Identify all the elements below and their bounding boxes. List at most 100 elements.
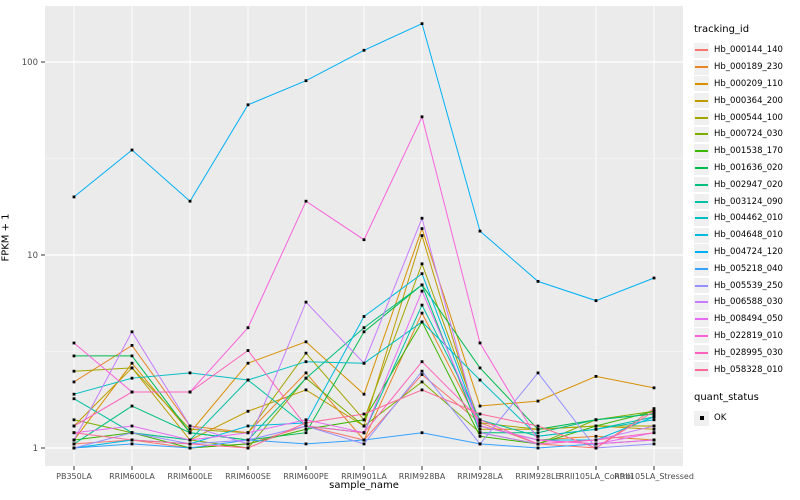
data-point bbox=[72, 442, 76, 446]
legend-title-tracking-id: tracking_id bbox=[694, 24, 750, 35]
legend-key-line bbox=[694, 177, 709, 193]
y-tick-label: 10 bbox=[27, 251, 38, 261]
legend-entry: Hb_005218_040 bbox=[694, 260, 800, 277]
legend-key-line bbox=[694, 294, 709, 310]
legend-key-line bbox=[694, 345, 709, 361]
data-point bbox=[130, 376, 134, 380]
legend-key-line bbox=[694, 311, 709, 327]
legend-entries: Hb_000144_140 Hb_000189_230 Hb_000209_110 H… bbox=[694, 42, 800, 378]
legend-key-line bbox=[694, 278, 709, 294]
data-point bbox=[420, 289, 424, 293]
data-point bbox=[72, 354, 76, 358]
data-point bbox=[478, 427, 482, 431]
data-point bbox=[594, 418, 598, 422]
data-point bbox=[478, 434, 482, 438]
data-point bbox=[362, 238, 366, 242]
data-point bbox=[304, 300, 308, 304]
legend-entry-label: Hb_004724_120 bbox=[714, 246, 783, 257]
data-point bbox=[478, 412, 482, 416]
data-point bbox=[652, 438, 656, 442]
data-point bbox=[362, 438, 366, 442]
legend-quant-status: quant_status OK bbox=[694, 392, 800, 427]
legend-key-line bbox=[694, 42, 709, 58]
data-point bbox=[478, 378, 482, 382]
x-tick-label: RRIM600PE bbox=[283, 472, 329, 481]
legend-key-line bbox=[694, 362, 709, 378]
data-point bbox=[362, 442, 366, 446]
data-point bbox=[72, 431, 76, 435]
data-point bbox=[478, 404, 482, 408]
data-point bbox=[362, 418, 366, 422]
line-swatch-icon bbox=[695, 82, 708, 85]
data-point bbox=[130, 354, 134, 358]
data-point bbox=[188, 427, 192, 431]
data-point bbox=[536, 442, 540, 446]
data-point bbox=[246, 378, 250, 382]
legend-entry: Hb_001636_020 bbox=[694, 160, 800, 177]
legend-entry-label: Hb_022819_010 bbox=[714, 330, 783, 341]
data-point bbox=[188, 438, 192, 442]
line-swatch-icon bbox=[695, 334, 708, 337]
data-point bbox=[72, 195, 76, 199]
legend-entry: Hb_000209_110 bbox=[694, 76, 800, 93]
line-swatch-icon bbox=[695, 234, 708, 237]
data-point bbox=[362, 48, 366, 52]
y-tick-label: 1 bbox=[33, 444, 38, 454]
data-point bbox=[72, 341, 76, 345]
legend-entry: Hb_028995_030 bbox=[694, 344, 800, 361]
data-point bbox=[72, 392, 76, 396]
line-swatch-icon bbox=[695, 318, 708, 321]
data-point bbox=[304, 351, 308, 355]
legend-entry-label: Hb_005218_040 bbox=[714, 263, 783, 274]
data-point bbox=[362, 412, 366, 416]
x-tick-label: RRIM928BA bbox=[399, 472, 446, 481]
data-point bbox=[478, 366, 482, 370]
legend-entry-label: Hb_001538_170 bbox=[714, 146, 783, 157]
data-point bbox=[188, 371, 192, 375]
line-swatch-icon bbox=[695, 116, 708, 119]
data-point bbox=[304, 376, 308, 380]
line-swatch-icon bbox=[695, 267, 708, 270]
data-point bbox=[536, 438, 540, 442]
legend-entry-label: Hb_008494_050 bbox=[714, 314, 783, 325]
data-point bbox=[188, 199, 192, 203]
data-point bbox=[130, 438, 134, 442]
data-point bbox=[304, 427, 308, 431]
data-point bbox=[478, 421, 482, 425]
x-tick-label: RRIM600LE bbox=[167, 472, 212, 481]
data-point bbox=[594, 424, 598, 428]
data-point bbox=[420, 388, 424, 392]
legend-key-line bbox=[694, 110, 709, 126]
data-point bbox=[536, 424, 540, 428]
legend-entry-label: Hb_000209_110 bbox=[714, 78, 783, 89]
legend-entry-label: OK bbox=[714, 413, 727, 424]
legend-key-line bbox=[694, 261, 709, 277]
data-point bbox=[594, 442, 598, 446]
line-swatch-icon bbox=[695, 49, 708, 52]
data-point bbox=[652, 409, 656, 413]
data-point bbox=[362, 315, 366, 318]
data-point bbox=[420, 320, 424, 324]
data-point bbox=[420, 360, 424, 364]
data-point bbox=[362, 392, 366, 396]
legend-key-line bbox=[694, 76, 709, 92]
data-point bbox=[478, 424, 482, 428]
data-point bbox=[652, 415, 656, 419]
data-point bbox=[478, 229, 482, 233]
data-point bbox=[420, 380, 424, 384]
legend-entry: Hb_006588_030 bbox=[694, 294, 800, 311]
data-point bbox=[420, 216, 424, 220]
data-point bbox=[130, 390, 134, 394]
data-point bbox=[130, 442, 134, 446]
data-point bbox=[304, 340, 308, 344]
data-point bbox=[304, 199, 308, 203]
data-point bbox=[130, 148, 134, 152]
legend-entry: Hb_008494_050 bbox=[694, 311, 800, 328]
data-point bbox=[420, 431, 424, 435]
data-point bbox=[536, 279, 540, 283]
data-point bbox=[362, 424, 366, 428]
line-swatch-icon bbox=[695, 301, 708, 304]
legend-entry: Hb_000544_100 bbox=[694, 109, 800, 126]
line-swatch-icon bbox=[695, 217, 708, 220]
